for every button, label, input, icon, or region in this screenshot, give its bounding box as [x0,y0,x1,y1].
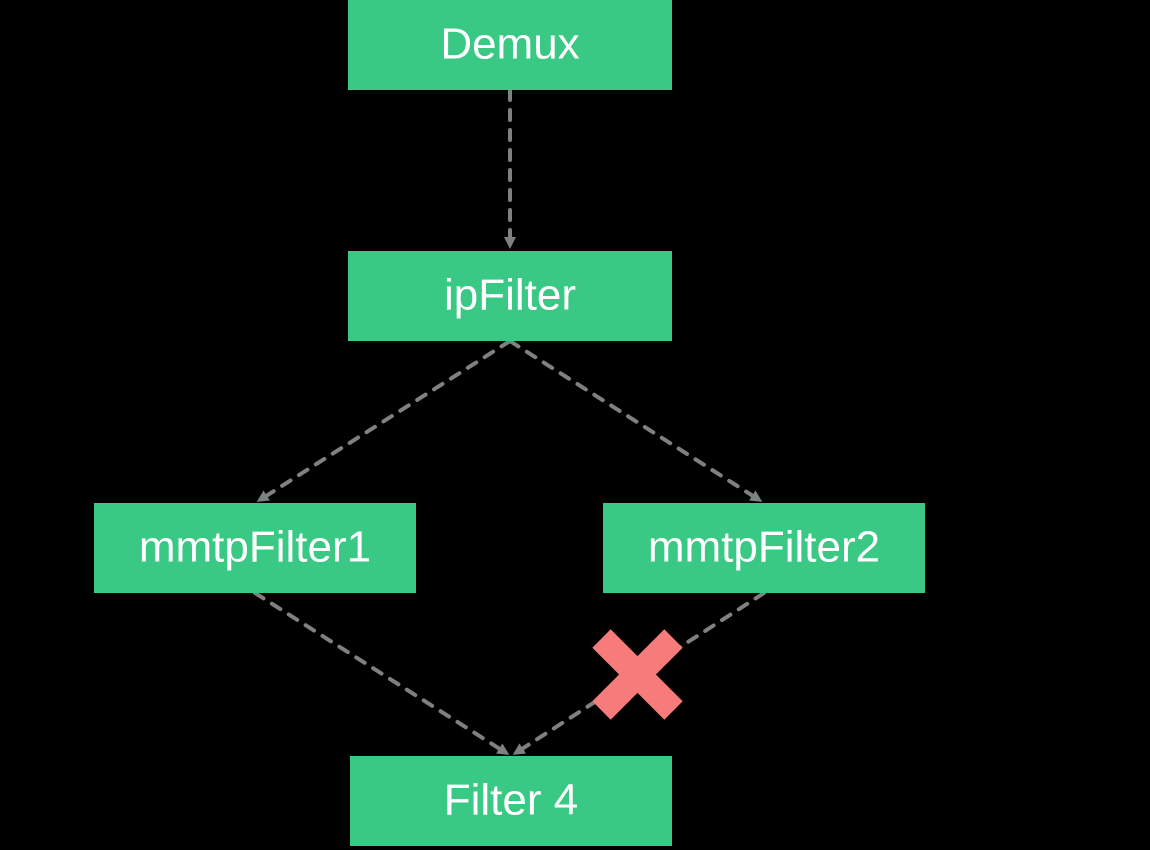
filter-flowchart: Demux ipFilter mmtpFilter1 mmtpFilter2 Filte… [0,0,1150,850]
node-label-demux: Demux [440,20,579,69]
blocked-cross-icon [602,639,674,711]
node-demux: Demux [348,0,672,90]
edge-mmtp1-to-filter4 [255,593,508,754]
node-mmtp1: mmtpFilter1 [94,503,416,593]
nodes-layer: Demux ipFilter mmtpFilter1 mmtpFilter2 Filte… [94,0,925,846]
node-label-mmtp1: mmtpFilter1 [139,523,371,572]
node-mmtp2: mmtpFilter2 [603,503,925,593]
node-ipfilter: ipFilter [348,251,672,341]
node-label-ipfilter: ipFilter [444,271,576,320]
node-label-filter4: Filter 4 [444,776,578,825]
edge-ipfilter-to-mmtp2 [510,341,761,501]
node-label-mmtp2: mmtpFilter2 [648,523,880,572]
overlay-layer [602,639,674,711]
edge-ipfilter-to-mmtp1 [258,341,510,501]
node-filter4: Filter 4 [350,756,672,846]
edges-layer [255,90,764,754]
